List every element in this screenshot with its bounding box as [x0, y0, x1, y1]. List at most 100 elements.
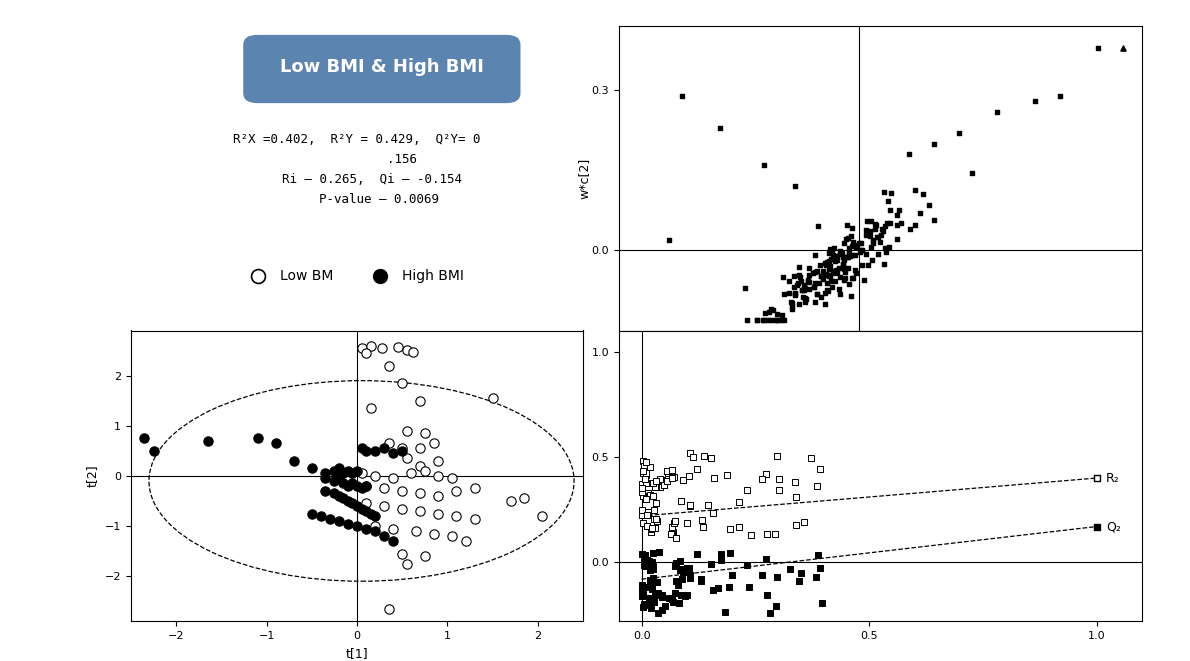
- Point: [831, 288, 850, 299]
- Point: [393, 378, 412, 389]
- Point: [638, 521, 657, 531]
- Point: [663, 594, 682, 604]
- Point: [1051, 91, 1070, 101]
- Point: [774, 272, 793, 282]
- Point: [822, 282, 841, 292]
- Point: [411, 461, 430, 471]
- Point: [653, 592, 672, 602]
- Point: [801, 453, 820, 463]
- Point: [330, 516, 349, 526]
- Point: [785, 288, 804, 299]
- Point: [739, 582, 758, 592]
- Point: [813, 598, 832, 609]
- Point: [267, 438, 286, 449]
- Point: [415, 428, 434, 439]
- Point: [644, 478, 663, 488]
- Point: [843, 273, 862, 284]
- Point: [829, 262, 848, 273]
- Point: [641, 561, 660, 571]
- Point: [361, 403, 380, 414]
- Point: [839, 279, 858, 290]
- Point: [762, 304, 781, 315]
- Point: [821, 254, 840, 265]
- Point: [411, 395, 430, 406]
- Point: [807, 572, 826, 582]
- Point: [775, 315, 794, 325]
- Point: [533, 511, 552, 522]
- Y-axis label: w*c[2]: w*c[2]: [577, 158, 590, 199]
- Point: [659, 235, 678, 245]
- Point: [633, 510, 652, 520]
- Point: [831, 272, 850, 283]
- Point: [826, 251, 845, 262]
- Point: [632, 479, 651, 489]
- Point: [657, 466, 676, 477]
- Point: [812, 292, 831, 302]
- Point: [766, 601, 785, 611]
- Point: [665, 561, 684, 571]
- Point: [843, 241, 862, 251]
- Point: [656, 601, 675, 611]
- Point: [749, 315, 768, 325]
- Point: [857, 225, 876, 236]
- Point: [808, 266, 827, 276]
- Point: [871, 230, 890, 241]
- Point: [649, 607, 668, 618]
- Point: [854, 275, 873, 286]
- Point: [787, 520, 806, 530]
- Point: [837, 234, 856, 245]
- Point: [338, 496, 357, 506]
- Point: [857, 249, 876, 260]
- Point: [657, 475, 676, 486]
- Point: [411, 443, 430, 453]
- Point: [791, 276, 810, 286]
- Point: [710, 122, 729, 133]
- Point: [634, 560, 653, 570]
- Point: [963, 168, 982, 178]
- Point: [637, 477, 656, 488]
- Point: [640, 489, 659, 500]
- Point: [789, 262, 808, 273]
- Point: [352, 443, 371, 453]
- Point: [839, 233, 858, 244]
- Point: [632, 591, 651, 602]
- Point: [465, 513, 484, 524]
- Point: [825, 243, 844, 254]
- Point: [796, 294, 815, 305]
- Point: [815, 258, 834, 268]
- Point: [831, 249, 850, 260]
- Point: [662, 522, 681, 532]
- Point: [835, 273, 854, 284]
- Point: [738, 560, 757, 570]
- Point: [852, 259, 871, 270]
- Point: [380, 360, 399, 371]
- Point: [415, 465, 434, 476]
- Point: [330, 463, 349, 474]
- Point: [397, 453, 416, 463]
- Point: [425, 528, 444, 539]
- Point: [810, 563, 829, 574]
- Point: [691, 576, 710, 586]
- Point: [816, 269, 835, 280]
- Point: [428, 455, 447, 466]
- Point: [737, 485, 756, 495]
- Point: [357, 498, 376, 509]
- Point: [635, 474, 654, 485]
- Point: [757, 528, 776, 539]
- Point: [950, 128, 969, 138]
- Point: [665, 588, 684, 598]
- Point: [835, 267, 854, 278]
- Point: [641, 565, 660, 576]
- Point: [347, 521, 367, 531]
- Point: [704, 473, 724, 483]
- Point: [659, 592, 678, 603]
- Point: [846, 250, 865, 260]
- Point: [633, 504, 652, 515]
- Point: [891, 218, 910, 229]
- Point: [681, 500, 700, 511]
- Point: [712, 549, 731, 560]
- Point: [850, 237, 869, 248]
- Point: [199, 436, 218, 446]
- Point: [881, 188, 900, 199]
- Point: [681, 499, 700, 510]
